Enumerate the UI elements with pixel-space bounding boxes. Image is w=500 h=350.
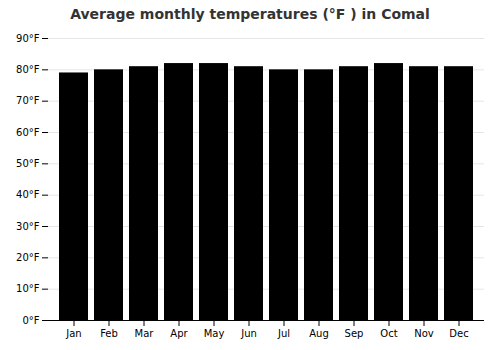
svg-text:60°F: 60°F	[16, 127, 40, 138]
svg-text:Feb: Feb	[100, 328, 118, 339]
svg-text:May: May	[204, 328, 225, 339]
svg-text:Jan: Jan	[65, 328, 81, 339]
svg-text:Aug: Aug	[309, 328, 329, 339]
svg-text:30°F: 30°F	[16, 221, 40, 232]
svg-text:Nov: Nov	[414, 328, 434, 339]
svg-text:Apr: Apr	[170, 328, 188, 339]
svg-text:10°F: 10°F	[16, 283, 40, 294]
svg-text:20°F: 20°F	[16, 252, 40, 263]
html-text:Average monthly temperatures (: Average monthly temperatures (°F ) in Co…	[70, 6, 430, 22]
svg-text:40°F: 40°F	[16, 189, 40, 200]
svg-text:90°F: 90°F	[16, 33, 40, 44]
svg-text:50°F: 50°F	[16, 158, 40, 169]
svg-text:Sep: Sep	[345, 328, 364, 339]
svg-text:Oct: Oct	[380, 328, 397, 339]
svg-text:70°F: 70°F	[16, 95, 40, 106]
svg-text:Jul: Jul	[277, 328, 290, 339]
svg-text:Mar: Mar	[135, 328, 155, 339]
svg-text:Dec: Dec	[449, 328, 468, 339]
svg-text:Jun: Jun	[240, 328, 257, 339]
svg-text:80°F: 80°F	[16, 64, 40, 75]
svg-text:0°F: 0°F	[22, 315, 39, 326]
